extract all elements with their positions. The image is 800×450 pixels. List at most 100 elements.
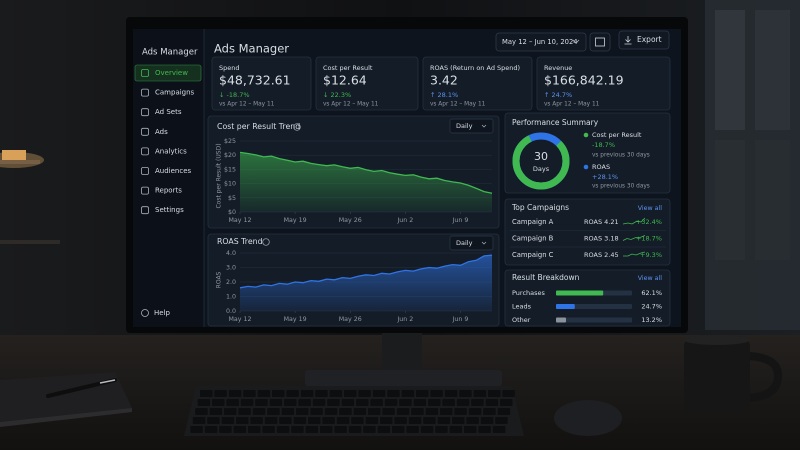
y-tick-label: $5 <box>228 195 236 202</box>
bar-value: 62.1% <box>641 289 662 297</box>
key <box>464 426 477 433</box>
campaigns-panel <box>504 198 671 266</box>
breakdown-title: Result Breakdown <box>512 273 580 282</box>
date-picker[interactable] <box>495 32 587 52</box>
campaign-change: +32.4% <box>636 218 662 226</box>
key <box>243 390 256 397</box>
breakdown-label: Leads <box>512 303 532 311</box>
menu-item[interactable]: Overview <box>155 69 188 77</box>
kpi-card <box>422 56 533 111</box>
key <box>219 426 232 433</box>
key <box>442 399 455 406</box>
key <box>380 417 393 424</box>
roas-title: ROAS Trend <box>217 237 263 246</box>
menu-item[interactable]: Campaigns <box>155 89 195 97</box>
bar-track <box>556 304 632 309</box>
roas-toggle[interactable] <box>449 235 494 251</box>
y-tick-label: $20 <box>224 152 236 159</box>
menu-item[interactable]: Reports <box>155 187 182 195</box>
export-icon <box>624 36 632 45</box>
export-label: Export <box>637 35 662 44</box>
key <box>425 408 439 415</box>
key <box>466 417 479 424</box>
key <box>312 399 326 406</box>
campaign-roas: ROAS 2.45 <box>584 251 619 259</box>
key <box>356 399 369 406</box>
campaign-name[interactable]: Campaign B <box>512 235 554 243</box>
x-tick-label: May 26 <box>339 316 362 323</box>
key <box>396 408 410 415</box>
page-title: Ads Manager <box>214 42 289 56</box>
key <box>497 408 511 415</box>
donut-arc <box>512 132 570 190</box>
x-tick-label: May 19 <box>284 316 307 323</box>
campaign-roas: ROAS 3.18 <box>584 235 619 243</box>
key <box>382 408 395 415</box>
x-tick-label: May 19 <box>284 217 307 224</box>
key <box>221 417 235 424</box>
key <box>212 399 225 406</box>
help-link[interactable]: Help <box>154 309 171 317</box>
menu-item[interactable]: Audiences <box>155 167 192 175</box>
kpi-comparison: vs Apr 12 – May 11 <box>219 102 275 108</box>
menu-item[interactable]: Ads <box>155 128 168 136</box>
keyboard <box>184 386 524 436</box>
menu-item[interactable]: Ad Sets <box>155 108 182 116</box>
calendar-icon <box>595 37 605 47</box>
sparkline <box>622 217 646 225</box>
key <box>200 390 213 397</box>
key <box>483 408 496 415</box>
trend-line <box>239 151 493 194</box>
key <box>195 408 208 415</box>
bar-value: 24.7% <box>641 303 662 311</box>
kpi-value: $48,732.61 <box>219 73 291 88</box>
breakdown-list: Purchases 62.1% Leads 24.7% Other 13.2% <box>512 289 662 324</box>
menu-item[interactable]: Settings <box>155 206 184 214</box>
notebook <box>0 372 132 427</box>
bar-value: 13.2% <box>641 316 662 324</box>
campaign-name[interactable]: Campaign A <box>512 218 554 226</box>
bar <box>556 317 567 323</box>
view-all-link[interactable]: View all <box>638 205 663 212</box>
x-tick-label: May 12 <box>228 217 251 224</box>
key <box>204 426 218 433</box>
export-button[interactable] <box>618 30 670 50</box>
y-tick-label: 1.0 <box>226 294 236 301</box>
menu-item[interactable]: Analytics <box>155 147 187 155</box>
key <box>267 408 280 415</box>
sparkline <box>622 235 646 241</box>
y-tick-label: 4.0 <box>226 250 236 257</box>
key <box>377 426 391 433</box>
cost-toggle[interactable] <box>449 118 494 134</box>
view-all-link[interactable]: View all <box>638 275 663 282</box>
dropdown-caret <box>572 39 580 44</box>
key <box>459 390 472 397</box>
key <box>408 417 422 424</box>
dropdown-caret <box>481 124 487 128</box>
kpi-label: Cost per Result <box>323 64 373 72</box>
kpi-card <box>315 56 419 111</box>
campaign-roas: ROAS 4.21 <box>584 218 619 226</box>
monitor-stand <box>382 330 422 376</box>
help-icon <box>141 309 149 317</box>
period-unit: Days <box>533 165 550 173</box>
key <box>310 408 323 415</box>
key <box>440 408 453 415</box>
trend-area <box>240 152 492 212</box>
key <box>224 408 237 415</box>
key <box>495 417 508 424</box>
calendar-button[interactable] <box>589 32 611 52</box>
key <box>413 399 427 406</box>
roas-y-label: ROAS <box>216 271 223 288</box>
metric-comparison: vs previous 30 days <box>592 153 650 159</box>
period-number: 30 <box>534 150 548 163</box>
key <box>207 417 220 424</box>
menu-icon <box>141 127 149 136</box>
trend-line <box>239 254 493 289</box>
y-tick-label: $25 <box>224 138 236 145</box>
key <box>296 408 309 415</box>
y-tick-label: 3.0 <box>226 265 236 272</box>
key <box>471 399 484 406</box>
cost-chart: $0 $5 $10 $15 $20 $25 May 12 May 19 May 26 Jun 2 J… <box>224 138 493 224</box>
campaign-name[interactable]: Campaign C <box>512 251 554 259</box>
